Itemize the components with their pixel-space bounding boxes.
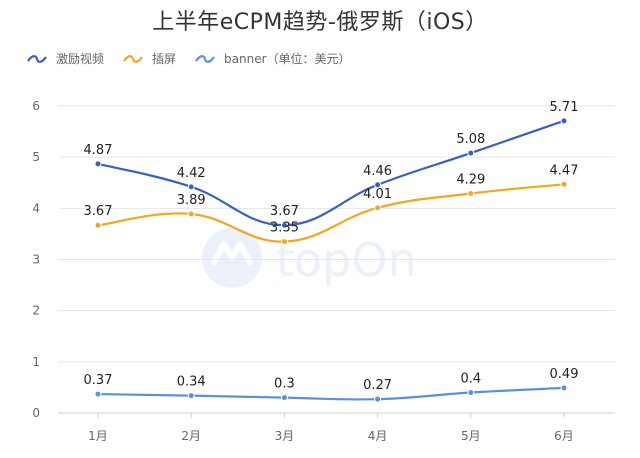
series-points — [94, 117, 568, 403]
y-tick-label: 0 — [32, 406, 40, 420]
series-line-3 — [97, 386, 565, 401]
data-point — [94, 221, 102, 229]
data-label: 3.35 — [270, 221, 299, 236]
data-label: 4.29 — [456, 172, 485, 187]
data-point — [187, 183, 195, 191]
x-tick-label: 1月 — [88, 429, 108, 443]
data-label: 3.67 — [270, 204, 299, 219]
x-tick-label: 6月 — [554, 429, 574, 443]
data-label: 5.08 — [456, 132, 485, 147]
grid — [58, 105, 615, 418]
chart-title: 上半年eCPM趋势-俄罗斯（iOS） — [152, 10, 488, 35]
data-point — [280, 221, 288, 229]
y-tick-label: 5 — [32, 150, 40, 164]
data-point — [94, 160, 102, 168]
data-point — [467, 389, 475, 397]
data-label: 0.27 — [363, 378, 392, 393]
data-point — [94, 390, 102, 398]
x-axis-labels: 1月 2月 3月 4月 5月 6月 — [88, 429, 574, 443]
legend-label-series-1: 激励视频 — [56, 52, 105, 66]
y-axis-labels: 0 1 2 3 4 5 6 — [32, 99, 40, 420]
data-point — [374, 204, 382, 212]
watermark-logo: topOn — [202, 228, 417, 288]
legend-label-series-3: banner — [224, 51, 267, 66]
y-tick-label: 6 — [32, 99, 40, 113]
data-point — [560, 384, 568, 392]
data-label: 0.49 — [550, 367, 579, 382]
data-point — [560, 180, 568, 188]
data-point — [187, 210, 195, 218]
legend-item-series-2[interactable]: 插屏 — [122, 50, 176, 67]
data-point — [280, 238, 288, 246]
y-tick-label: 2 — [32, 304, 40, 318]
legend: 激励视频 插屏 banner （单位：美元） — [26, 50, 369, 67]
data-labels: 4.87 4.42 3.67 4.46 5.08 5.71 3.67 3.89 3.35 4.01… — [84, 100, 579, 393]
data-label: 0.3 — [274, 377, 295, 392]
x-tick-label: 5月 — [461, 429, 481, 443]
data-label: 0.37 — [84, 373, 113, 388]
data-label: 0.34 — [177, 375, 206, 390]
legend-swatch-icon — [194, 53, 216, 65]
legend-label-series-2: 插屏 — [152, 52, 177, 66]
unit-note: （单位：美元） — [266, 52, 351, 66]
x-tick-label: 3月 — [275, 429, 295, 443]
data-point — [374, 181, 382, 189]
data-point — [374, 395, 382, 403]
legend-swatch-icon — [122, 53, 144, 65]
legend-item-series-3[interactable]: banner （单位：美元） — [194, 50, 351, 67]
data-label: 4.47 — [550, 163, 579, 178]
legend-item-series-1[interactable]: 激励视频 — [26, 50, 104, 67]
data-label: 4.87 — [84, 143, 113, 158]
data-label: 4.01 — [363, 187, 392, 202]
x-tick-label: 2月 — [181, 429, 201, 443]
data-label: 4.42 — [177, 166, 206, 181]
data-label: 3.67 — [84, 204, 113, 219]
data-label: 5.71 — [550, 100, 579, 115]
series-line-1 — [97, 119, 565, 227]
data-point — [187, 392, 195, 400]
data-label: 0.4 — [460, 372, 481, 387]
data-point — [280, 394, 288, 402]
y-tick-label: 3 — [32, 253, 40, 267]
data-point — [560, 117, 568, 125]
data-label: 3.89 — [177, 193, 206, 208]
data-point — [467, 149, 475, 157]
x-tick-label: 4月 — [368, 429, 388, 443]
series-lines — [97, 119, 565, 401]
y-tick-label: 4 — [32, 201, 40, 215]
legend-swatch-icon — [26, 53, 48, 65]
y-tick-label: 1 — [32, 355, 40, 369]
series-line-2 — [97, 183, 565, 243]
data-point — [467, 189, 475, 197]
data-label: 4.46 — [363, 164, 392, 179]
